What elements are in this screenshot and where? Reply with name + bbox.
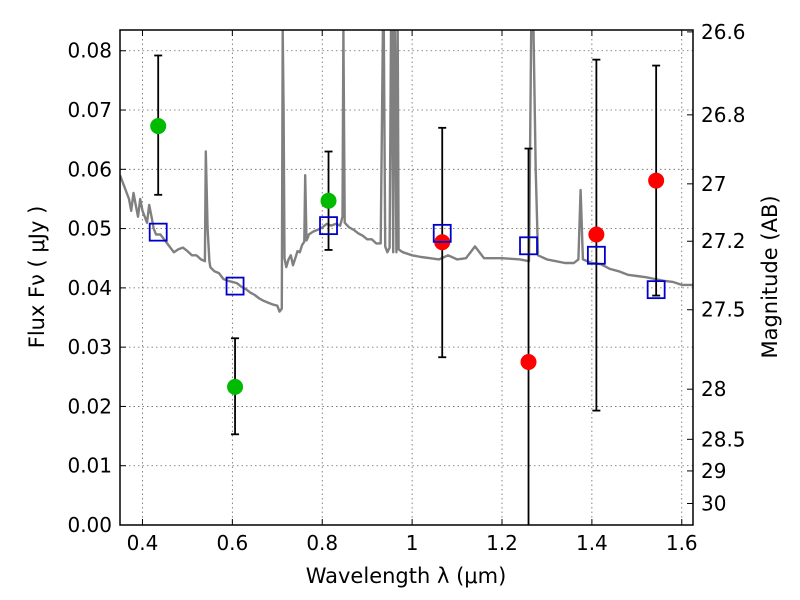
y2-tick-label: 27 [701,172,726,196]
y2-axis-label: Magnitude (AB) [758,195,782,358]
y2-tick-label: 28.5 [701,427,746,451]
y2-tick-label: 30 [701,491,726,515]
y2-tick-label: 27.5 [701,298,746,322]
y-tick-label: 0.06 [67,157,112,181]
y-axis-label: Flux Fν ( μJy ) [25,206,49,349]
model-flux-square [319,216,338,236]
x-tick-label: 1.4 [576,531,608,555]
y2-tick-label: 27.2 [701,229,746,253]
y-tick-label: 0.01 [67,454,112,478]
y-tick-label: 0.07 [67,98,112,122]
model-flux-square [586,245,606,265]
model-flux-square [148,222,168,242]
x-tick-label: 1.6 [666,531,698,555]
photometry-point [520,353,537,370]
photometry-point [648,172,665,189]
model-flux-square [225,276,245,296]
y-tick-label: 0.03 [67,335,112,359]
photometry-point [150,118,167,135]
x-axis-label: Wavelength λ (μm) [306,564,507,588]
y2-tick-label: 28 [701,377,726,401]
x-tick-label: 1.2 [486,531,518,555]
x-tick-label: 0.6 [216,531,248,555]
axes-frame [119,29,694,526]
model-flux-square [646,280,666,300]
photometry-point [320,192,337,209]
model-flux-square [432,223,452,243]
y-tick-label: 0.02 [67,394,112,418]
y-tick-label: 0.00 [67,513,112,537]
x-tick-label: 1 [406,531,419,555]
y2-tick-label: 29 [701,459,726,483]
y-tick-label: 0.04 [67,276,112,300]
sed-model-line [120,30,693,313]
x-tick-label: 0.8 [306,531,338,555]
plot-area [120,30,693,525]
y2-tick-label: 26.6 [701,20,746,44]
y-tick-label: 0.08 [67,39,112,63]
photometry-point [588,226,605,243]
x-tick-label: 0.4 [127,531,159,555]
photometry-point [227,378,244,395]
model-flux-square [519,236,538,256]
y-tick-label: 0.05 [67,217,112,241]
y2-tick-label: 26.8 [701,103,746,127]
grid [120,30,693,526]
axes: 0.4 0.6 0.8 1 1.2 1.4 1.6 0.00 0.01 0.02 0.03 0.04 0… [67,20,745,555]
